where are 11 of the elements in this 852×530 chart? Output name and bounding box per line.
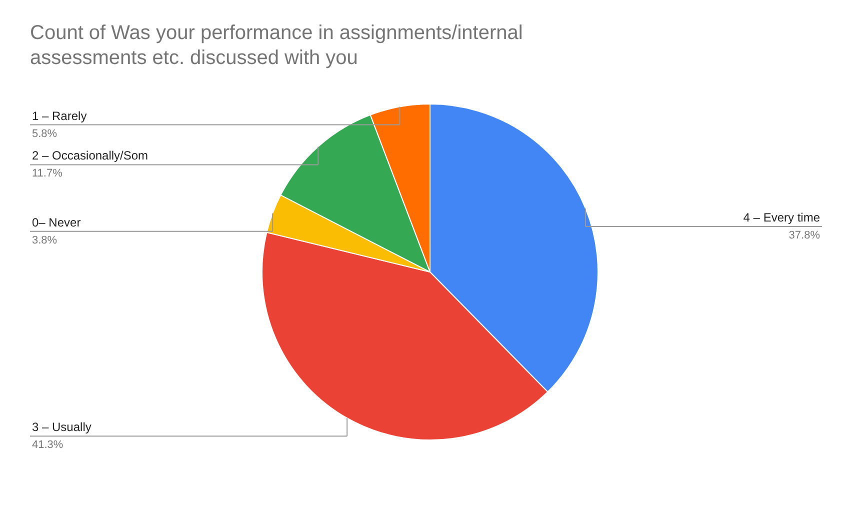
data-label: 41.3% — [32, 439, 64, 452]
data-label: 3.8% — [32, 234, 58, 246]
data-label: 37.8% — [788, 229, 820, 242]
slice-label: 2 – Occasionally/Som — [32, 148, 148, 163]
slice-label: 1 – Rarely — [32, 108, 87, 123]
slice-label: 3 – Usually — [32, 420, 92, 434]
slice-label: 4 – Every time — [743, 210, 820, 224]
chart-title: Count of Was your performance in assignments/internal assessments etc. discussed with you — [30, 22, 523, 69]
data-label: 5.8% — [32, 128, 58, 140]
data-label: 11.7% — [32, 168, 63, 180]
slice-label: 0– Never — [32, 215, 81, 230]
